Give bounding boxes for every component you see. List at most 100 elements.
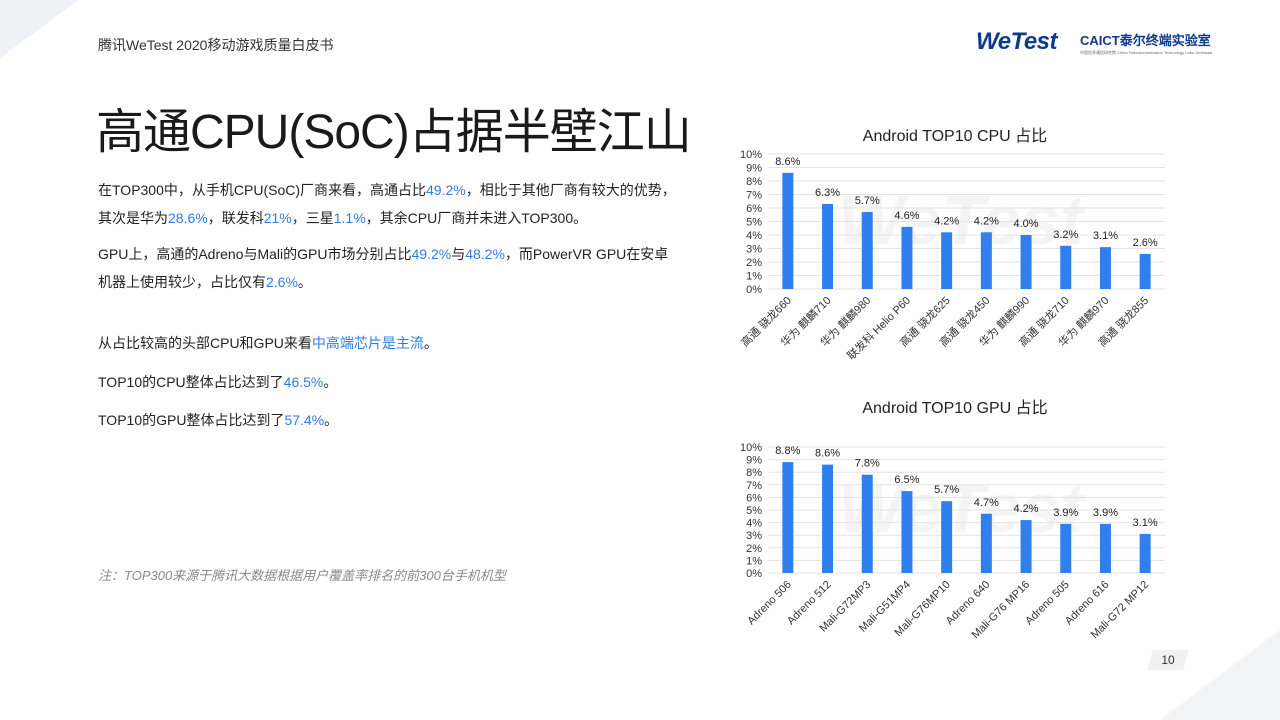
- paragraph-text: 从占比较高的头部CPU和GPU来看: [98, 335, 312, 351]
- y-tick-label: 4%: [746, 230, 762, 242]
- paragraph-text: TOP10的CPU整体占比达到了: [98, 374, 284, 390]
- paragraph-text: 。: [323, 374, 338, 390]
- bar: [1099, 247, 1111, 289]
- data-label: 4.0%: [1014, 218, 1039, 230]
- gpu-bar-chart: Android TOP10 GPU 占比 0%1%2%3%4%5%6%7%8%9%…: [740, 399, 1165, 641]
- paragraph-top10-cpu: TOP10的CPU整体占比达到了46.5%。: [98, 368, 678, 396]
- caict-logo-en: CAICT: [1080, 33, 1120, 48]
- y-tick-label: 9%: [746, 455, 762, 467]
- bar: [1139, 253, 1151, 289]
- bar: [822, 203, 834, 289]
- bar: [941, 232, 953, 289]
- footnote: 注：TOP300来源于腾讯大数据根据用户覆盖率排名的前300台手机机型: [98, 568, 506, 583]
- chart-title: Android TOP10 GPU 占比: [862, 399, 1047, 417]
- y-tick-label: 5%: [746, 217, 762, 229]
- paragraph-mainstream: 从占比较高的头部CPU和GPU来看中高端芯片是主流。: [98, 329, 678, 357]
- y-tick-label: 3%: [746, 530, 762, 542]
- page-number: 10: [1150, 650, 1186, 670]
- paragraph-text: ，而PowerVR GPU在安卓机器上使用较少，占比仅有: [98, 246, 669, 290]
- bar: [782, 462, 794, 573]
- bar: [980, 232, 992, 289]
- bar: [822, 464, 834, 573]
- data-label: 3.2%: [1053, 229, 1078, 241]
- highlight-text: 21%: [263, 210, 292, 226]
- bar: [941, 501, 953, 573]
- paragraph-text: 在TOP300中，从手机CPU(SoC)厂商来看，高通占比: [98, 182, 427, 198]
- y-tick-label: 1%: [746, 271, 762, 283]
- paragraph-text: 与: [451, 246, 466, 262]
- bar: [861, 474, 873, 573]
- y-tick-label: 2%: [746, 257, 762, 269]
- paragraph-text: TOP10的GPU整体占比达到了: [98, 412, 285, 428]
- bar: [861, 212, 873, 289]
- highlight-text: 49.2%: [426, 182, 466, 198]
- y-tick-label: 6%: [746, 203, 762, 215]
- paragraph-text: 。: [297, 274, 312, 290]
- chart-title: Android TOP10 CPU 占比: [863, 127, 1047, 145]
- bar: [1060, 523, 1072, 573]
- y-tick-label: 2%: [746, 543, 762, 555]
- paragraph-text: 。: [423, 335, 438, 351]
- category-label: 联发科 Helio P60: [844, 293, 913, 362]
- data-label: 4.7%: [974, 497, 999, 509]
- page-title: 高通CPU(SoC)占据半壁江山: [96, 106, 692, 159]
- paragraph-text: ，联发科: [207, 210, 264, 226]
- data-label: 7.8%: [855, 458, 880, 470]
- bar: [1099, 523, 1111, 573]
- caict-sub-en: China Telecommunication Technology Labs-…: [1117, 50, 1213, 55]
- paragraph-text: ，其余CPU厂商并未进入TOP300。: [365, 210, 588, 226]
- y-tick-label: 0%: [746, 568, 762, 580]
- caict-sub-cn: 中国信息通信研究院: [1080, 50, 1116, 55]
- highlight-text: 1.1%: [333, 210, 366, 226]
- bar: [1020, 520, 1032, 573]
- data-label: 8.6%: [815, 448, 840, 460]
- y-tick-label: 7%: [746, 190, 762, 202]
- data-label: 3.9%: [1053, 507, 1078, 519]
- y-tick-label: 9%: [746, 163, 762, 175]
- paragraph-top10-gpu: TOP10的GPU整体占比达到了57.4%。: [98, 406, 678, 434]
- data-label: 3.1%: [1133, 517, 1158, 529]
- data-label: 5.7%: [934, 484, 959, 496]
- data-label: 4.2%: [1014, 503, 1039, 515]
- paragraph-text: ，相比于其他厂商有较大的优势，其次是华为: [98, 182, 676, 226]
- y-tick-label: 6%: [746, 492, 762, 504]
- y-tick-label: 8%: [746, 467, 762, 479]
- data-label: 6.5%: [894, 474, 919, 486]
- data-label: 8.8%: [775, 445, 800, 457]
- highlight-text: 49.2%: [411, 246, 452, 262]
- corner-decoration-top-left: [0, 0, 78, 58]
- y-tick-label: 7%: [746, 480, 762, 492]
- caict-logo-cn: 泰尔终端实验室: [1119, 33, 1211, 48]
- data-label: 4.2%: [934, 215, 959, 227]
- data-label: 6.3%: [815, 187, 840, 199]
- data-label: 5.7%: [855, 195, 880, 207]
- highlight-text: 中高端芯片是主流: [311, 335, 424, 351]
- paragraph-text: GPU上，高通的Adreno与Mali的GPU市场分别占比: [98, 246, 412, 262]
- cpu-bar-chart: Android TOP10 CPU 占比 0%1% 2%3% 4%5% 6%7% 8%9%…: [738, 127, 1165, 362]
- bar: [782, 172, 794, 289]
- highlight-text: 2.6%: [266, 274, 298, 290]
- paragraph-cpu-share: 在TOP300中，从手机CPU(SoC)厂商来看，高通占比49.2%，相比于其他…: [98, 176, 678, 232]
- highlight-text: 48.2%: [465, 246, 505, 262]
- y-tick-label: 10%: [740, 442, 762, 454]
- bar: [980, 513, 992, 573]
- data-label: 8.6%: [775, 156, 800, 168]
- y-tick-label: 8%: [746, 176, 762, 188]
- data-label: 4.2%: [974, 215, 999, 227]
- data-label: 3.9%: [1093, 507, 1118, 519]
- bar: [901, 226, 913, 289]
- corner-decoration-bottom-right: [1160, 630, 1280, 720]
- bar: [901, 491, 913, 573]
- data-label: 4.6%: [894, 210, 919, 222]
- bar: [1139, 533, 1151, 573]
- paragraph-text: ，三星: [291, 210, 334, 226]
- header-text: 腾讯WeTest 2020移动游戏质量白皮书: [98, 37, 334, 53]
- y-tick-label: 5%: [746, 505, 762, 517]
- paragraph-text: 。: [324, 412, 339, 428]
- paragraph-gpu-share: GPU上，高通的Adreno与Mali的GPU市场分别占比49.2%与48.2%…: [98, 240, 678, 296]
- data-label: 2.6%: [1133, 237, 1158, 249]
- watermark-gpu: WeTest: [838, 468, 1083, 548]
- bar: [1020, 235, 1032, 289]
- data-label: 3.1%: [1093, 230, 1118, 242]
- y-tick-label: 0%: [746, 284, 762, 296]
